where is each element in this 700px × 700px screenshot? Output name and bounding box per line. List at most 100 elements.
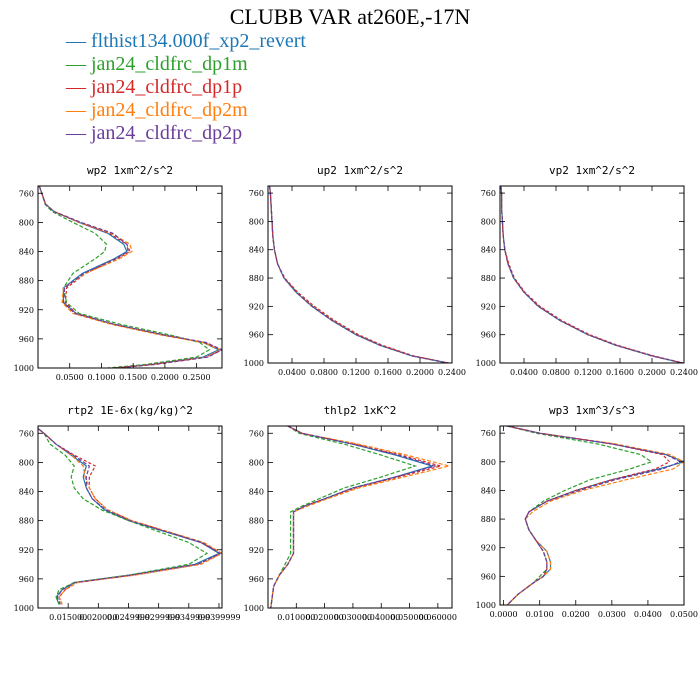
panel-wp2: wp2 1xm^2/s^2 760 800 840 880 920 960 1000 0.050…: [14, 164, 223, 382]
y-tick-label: 920: [481, 302, 496, 311]
series-group: [38, 427, 222, 605]
series-line-jan24cldfrcdp2p-4: [270, 426, 438, 608]
panel-title: thlp2 1xK^2: [324, 404, 397, 417]
x-tick-label: 0.050000: [390, 613, 428, 622]
x-tick-label: 0.1000: [87, 373, 115, 382]
y-tick-label: 880: [249, 517, 264, 526]
panel-title: up2 1xm^2/s^2: [317, 164, 403, 177]
legend-swatch: —: [66, 99, 91, 121]
x-tick-label: 0.0399999: [197, 613, 240, 622]
y-tick-label: 1000: [14, 364, 34, 373]
y-tick-label: 880: [481, 515, 496, 524]
x-tick-label: 0.010000: [277, 613, 315, 622]
legend-item: — flthist134.000f_xp2_revert: [66, 30, 306, 53]
y-tick-label: 760: [249, 429, 264, 438]
y-tick-label: 1000: [244, 359, 264, 368]
legend-item: — jan24_cldfrc_dp2m: [66, 99, 306, 122]
x-tick-label: 0.0249999: [107, 613, 150, 622]
x-tick-label: 0.2000: [406, 368, 434, 377]
y-tick-label: 960: [481, 572, 496, 581]
panel-title: wp3 1xm^3/s^3: [549, 404, 635, 417]
series-group: [269, 186, 449, 363]
y-tick-label: 920: [19, 306, 34, 315]
plot-frame: [499, 185, 685, 364]
x-tick-label: 0.0349999: [167, 613, 210, 622]
series-group: [38, 186, 222, 368]
series-line-jan24cldfrcdp2p-4: [500, 186, 683, 363]
legend: — flthist134.000f_xp2_revert — jan24_cld…: [66, 30, 306, 145]
series-line-jan24cldfrcdp1p-2: [270, 426, 444, 608]
series-line-jan24cldfrcdp2m-3: [270, 426, 450, 608]
panel-title: rtp2 1E-6x(kg/kg)^2: [67, 404, 193, 417]
panel-title: wp2 1xm^2/s^2: [87, 164, 173, 177]
y-tick-label: 920: [481, 544, 496, 553]
series-line-jan24cldfrcdp2m-3: [38, 427, 222, 605]
y-tick-label: 840: [19, 488, 34, 497]
x-tick-label: 0.2400: [438, 368, 466, 377]
legend-label: jan24_cldfrc_dp1m: [91, 53, 248, 75]
x-tick-label: 0.0200: [562, 610, 590, 619]
x-tick-label: 0.1200: [342, 368, 370, 377]
series-line-jan24cldfrcdp1m-1: [506, 426, 653, 605]
x-tick-label: 0.1600: [606, 368, 634, 377]
panel-wp3: wp3 1xm^3/s^3 760 800 840 880 920 960 10000.000…: [476, 404, 698, 619]
legend-label: jan24_cldfrc_dp1p: [91, 76, 243, 98]
y-tick-label: 1000: [244, 604, 264, 613]
plot-frame: [267, 425, 453, 609]
y-tick-label: 840: [481, 486, 496, 495]
x-tick-label: 0.0299999: [137, 613, 180, 622]
x-tick-label: 0.020000: [306, 613, 344, 622]
y-tick-label: 880: [481, 274, 496, 283]
y-tick-label: 760: [19, 189, 34, 198]
x-tick-label: 0.015000: [49, 613, 87, 622]
series-group: [506, 426, 684, 605]
x-tick-label: 0.030000: [334, 613, 372, 622]
legend-label: flthist134.000f_xp2_revert: [91, 30, 306, 52]
x-tick-label: 0.1600: [374, 368, 402, 377]
legend-swatch: —: [66, 122, 91, 144]
series-line-jan24cldfrcdp2p-4: [38, 186, 222, 368]
y-tick-label: 800: [249, 217, 264, 226]
y-tick-label: 800: [249, 458, 264, 467]
x-tick-label: 0.1500: [119, 373, 147, 382]
series-line-jan24cldfrcdp2p-4: [506, 426, 682, 605]
series-line-jan24cldfrcdp2p-4: [38, 427, 222, 605]
panel-vp2: vp2 1xm^2/s^2 760 800 840 880 920 960 1000 0.040…: [476, 164, 698, 377]
plot-frame: [267, 185, 453, 364]
x-tick-label: 0.0500: [56, 373, 84, 382]
y-tick-label: 1000: [476, 601, 496, 610]
legend-swatch: —: [66, 76, 91, 98]
y-tick-label: 800: [19, 218, 34, 227]
y-tick-label: 840: [19, 248, 34, 257]
y-tick-label: 920: [249, 302, 264, 311]
series-line-flthist134000fxp2revert-0: [270, 426, 435, 608]
y-tick-label: 840: [249, 488, 264, 497]
x-tick-label: 0.0400: [634, 610, 662, 619]
y-tick-label: 960: [481, 331, 496, 340]
x-tick-label: 0.2400: [670, 368, 698, 377]
y-tick-label: 880: [249, 274, 264, 283]
panel-title: vp2 1xm^2/s^2: [549, 164, 635, 177]
y-tick-label: 1000: [476, 359, 496, 368]
plot-frame: [37, 425, 223, 609]
y-tick-label: 880: [19, 277, 34, 286]
x-tick-label: 0.2500: [183, 373, 211, 382]
x-tick-label: 0.0500: [670, 610, 698, 619]
panel-thlp2: thlp2 1xK^2 760 800 840 880 920 960 1000 0.01000…: [244, 404, 457, 622]
y-tick-label: 960: [249, 575, 264, 584]
y-tick-label: 800: [19, 458, 34, 467]
x-tick-label: 0.1200: [574, 368, 602, 377]
x-tick-label: 0.0000: [490, 610, 518, 619]
series-group: [500, 186, 684, 363]
plot-frame: [37, 185, 223, 369]
y-tick-label: 1000: [14, 604, 34, 613]
x-tick-label: 0.0800: [542, 368, 570, 377]
x-tick-label: 0.020000: [79, 613, 117, 622]
y-tick-label: 960: [19, 335, 34, 344]
x-tick-label: 0.0400: [510, 368, 538, 377]
legend-swatch: —: [66, 30, 91, 52]
y-tick-label: 840: [249, 246, 264, 255]
y-tick-label: 920: [249, 546, 264, 555]
y-tick-label: 760: [481, 429, 496, 438]
